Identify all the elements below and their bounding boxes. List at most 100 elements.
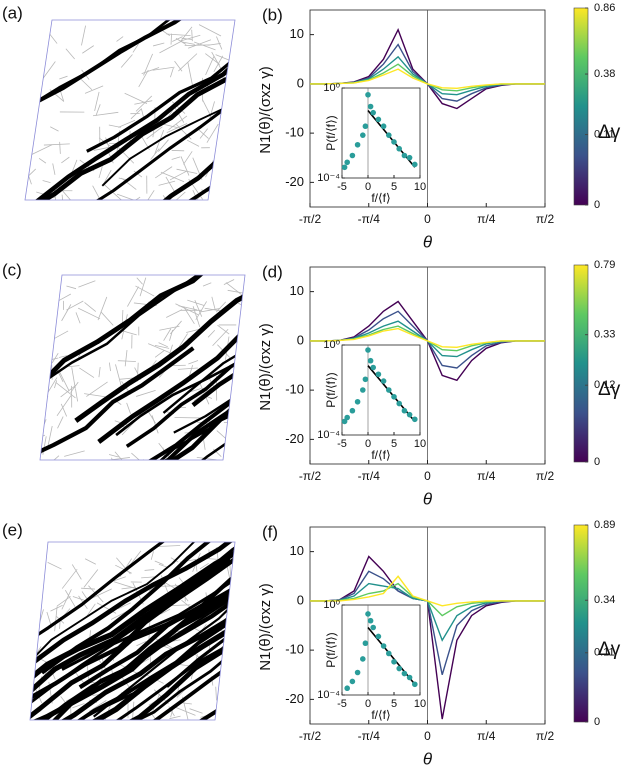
weak-contact bbox=[170, 171, 188, 180]
weak-contact bbox=[62, 569, 77, 588]
weak-contact bbox=[153, 43, 164, 46]
inset-point bbox=[360, 387, 366, 393]
weak-contact bbox=[99, 367, 100, 377]
inset-area bbox=[342, 345, 420, 435]
colorbar-tick-label: 0.89 bbox=[594, 519, 615, 531]
weak-contact bbox=[84, 302, 95, 311]
weak-contact bbox=[50, 34, 57, 43]
weak-contact bbox=[66, 49, 75, 59]
weak-contact bbox=[78, 281, 95, 287]
inset-point bbox=[402, 408, 408, 414]
inset-point bbox=[370, 365, 376, 371]
weak-contact bbox=[170, 330, 173, 341]
weak-contact bbox=[190, 709, 203, 714]
inset-point bbox=[402, 671, 408, 677]
weak-contact bbox=[125, 350, 127, 366]
x-axis-label: θ bbox=[423, 489, 433, 508]
inset-point bbox=[342, 164, 348, 170]
weak-contact bbox=[29, 176, 32, 184]
colorbar-label: Δγ bbox=[598, 379, 621, 400]
inset-y-label: P(f/⟨f⟩) bbox=[324, 372, 338, 407]
weak-contact bbox=[28, 396, 48, 398]
inset-x-tick-label: 0 bbox=[365, 181, 371, 193]
weak-contact bbox=[187, 140, 199, 146]
y-tick-label: -10 bbox=[285, 642, 304, 657]
inset-point bbox=[402, 153, 408, 159]
inset-point bbox=[344, 415, 350, 421]
weak-contact bbox=[72, 367, 76, 388]
y-axis-label: N1(θ)/(σxz γ) bbox=[257, 323, 274, 411]
weak-contact bbox=[131, 453, 144, 464]
weak-contact bbox=[75, 389, 77, 402]
weak-contact bbox=[43, 181, 51, 183]
weak-contact bbox=[188, 62, 193, 85]
weak-contact bbox=[79, 368, 94, 378]
weak-contact bbox=[161, 172, 184, 182]
y-tick-label: 0 bbox=[297, 592, 304, 607]
weak-contact bbox=[81, 588, 95, 589]
x-tick-label: -π/4 bbox=[358, 469, 381, 483]
x-tick-label: -π/4 bbox=[358, 729, 381, 743]
weak-contact bbox=[45, 456, 59, 468]
inset-x-tick-label: 0 bbox=[365, 698, 371, 710]
weak-contact bbox=[48, 562, 62, 569]
y-tick-label: -10 bbox=[285, 382, 304, 397]
inset-point bbox=[376, 117, 382, 123]
inset-y-label: P(f/⟨f⟩) bbox=[324, 115, 338, 150]
weak-contact bbox=[35, 200, 39, 211]
weak-contact bbox=[208, 330, 215, 337]
weak-contact bbox=[208, 43, 221, 45]
inset-point bbox=[370, 625, 376, 631]
weak-contact bbox=[84, 570, 98, 588]
inset-point bbox=[396, 401, 402, 407]
weak-contact bbox=[151, 551, 153, 560]
weak-contact bbox=[199, 25, 221, 36]
weak-contact bbox=[82, 46, 93, 54]
weak-contact bbox=[72, 564, 81, 579]
inset-point bbox=[350, 153, 356, 159]
inset-point bbox=[350, 679, 356, 685]
weak-contact bbox=[57, 396, 71, 416]
weak-contact bbox=[28, 452, 42, 473]
weak-contact bbox=[55, 606, 57, 631]
inset-y-label: P(f/⟨f⟩) bbox=[324, 632, 338, 667]
inset-x-tick-label: 10 bbox=[414, 181, 426, 193]
force-chain bbox=[87, 0, 343, 151]
inset-point bbox=[363, 640, 369, 646]
x-tick-label: π/4 bbox=[477, 729, 496, 743]
weak-contact bbox=[64, 451, 84, 456]
inset-point bbox=[363, 123, 369, 129]
weak-contact bbox=[155, 167, 172, 178]
weak-contact bbox=[206, 56, 215, 75]
x-tick-label: π/2 bbox=[536, 729, 555, 743]
inset-point bbox=[407, 675, 413, 681]
weak-contact bbox=[101, 312, 113, 326]
weak-contact bbox=[142, 67, 159, 73]
weak-contact bbox=[159, 181, 175, 185]
weak-contact bbox=[80, 79, 92, 90]
weak-contact bbox=[183, 151, 192, 164]
x-tick-label: 0 bbox=[424, 729, 431, 743]
colorbar-label: Δγ bbox=[598, 639, 621, 660]
inset-point bbox=[376, 371, 382, 377]
inset-point bbox=[412, 162, 418, 168]
inset-point bbox=[368, 618, 374, 624]
inset-point bbox=[412, 416, 418, 422]
weak-contact bbox=[207, 124, 218, 143]
colorbar bbox=[574, 265, 588, 462]
weak-contact bbox=[181, 35, 200, 41]
force-chain bbox=[62, 508, 284, 670]
weak-contact bbox=[122, 331, 137, 335]
inset-y-tick-label: 10⁻⁴ bbox=[317, 429, 340, 441]
colorbar-tick-label: 0.33 bbox=[594, 329, 615, 341]
x-tick-label: π/4 bbox=[477, 469, 496, 483]
force-chain bbox=[0, 0, 214, 161]
inset-point bbox=[386, 387, 392, 393]
inset-x-tick-label: 5 bbox=[391, 181, 397, 193]
inset-point bbox=[381, 123, 387, 129]
weak-contact bbox=[226, 283, 244, 297]
inset-point bbox=[386, 651, 392, 657]
weak-contact bbox=[213, 329, 229, 346]
weak-contact bbox=[181, 156, 189, 175]
weak-contact bbox=[170, 68, 173, 77]
